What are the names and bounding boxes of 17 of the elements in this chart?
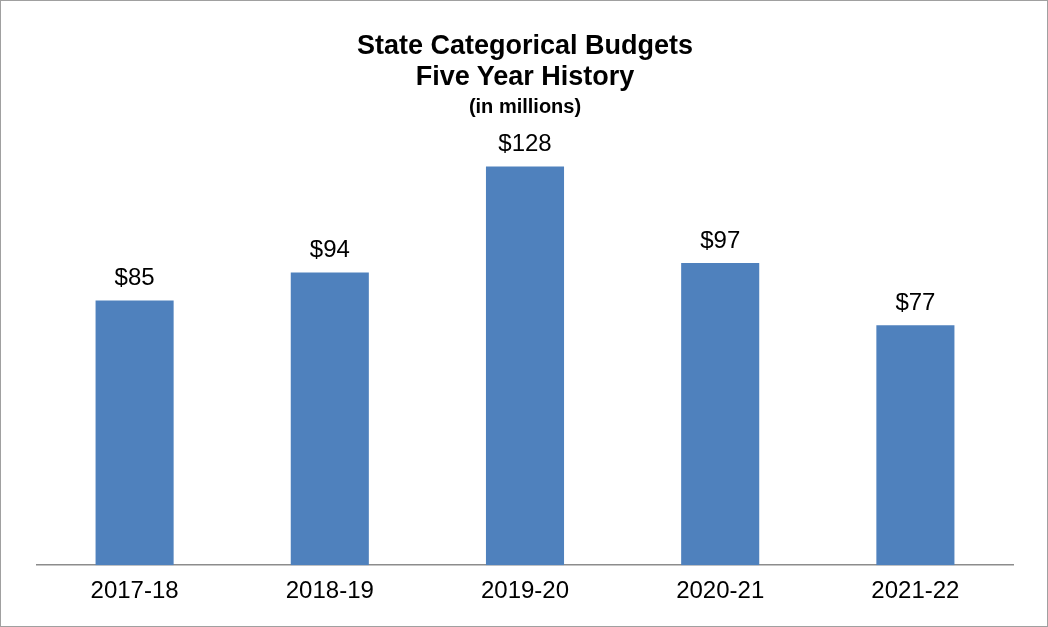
- bar: [95, 300, 174, 566]
- data-label: $94: [309, 235, 350, 263]
- bar: [485, 166, 565, 566]
- chart-title: State Categorical Budgets Five Year History: [356, 29, 694, 92]
- data-label: $85: [114, 263, 155, 291]
- x-tick-label: 2019-20: [480, 576, 570, 604]
- bar: [290, 272, 369, 566]
- x-tick-label: 2021-22: [871, 576, 960, 604]
- x-tick-label: 2018-19: [285, 576, 374, 604]
- data-label: $97: [700, 225, 741, 253]
- data-label: $128: [498, 129, 552, 157]
- data-label: $77: [895, 287, 936, 315]
- bar: [681, 263, 760, 566]
- chart-subtitle: (in millions): [468, 94, 582, 117]
- x-tick-label: 2017-18: [90, 576, 179, 604]
- bar: [876, 325, 955, 566]
- x-tick-label: 2020-21: [676, 576, 765, 604]
